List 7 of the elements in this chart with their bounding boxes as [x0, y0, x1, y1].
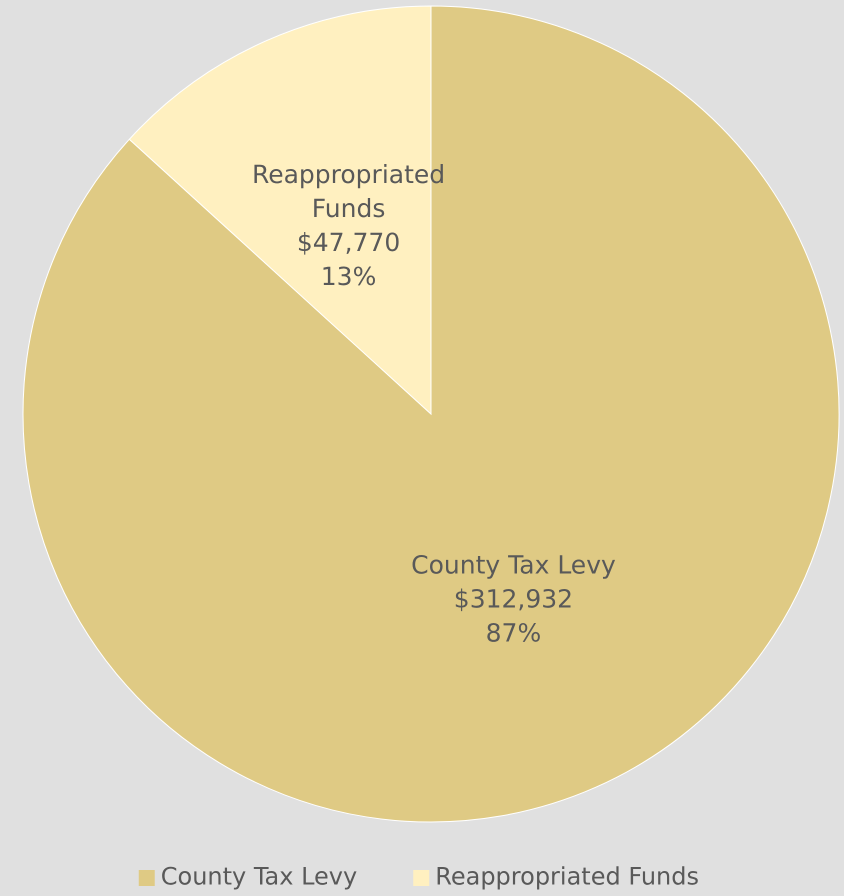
legend-label: Reappropriated Funds: [435, 862, 699, 891]
slice-label: County Tax Levy: [411, 550, 616, 580]
data-label: $47,770 13%: [296, 228, 400, 292]
slice-label: County Tax Levy: [160, 862, 358, 891]
slice-label: Reappropriated Funds: [252, 160, 446, 224]
data-label: $312,932 87%: [454, 584, 574, 648]
pie-slice: [22, 6, 840, 822]
